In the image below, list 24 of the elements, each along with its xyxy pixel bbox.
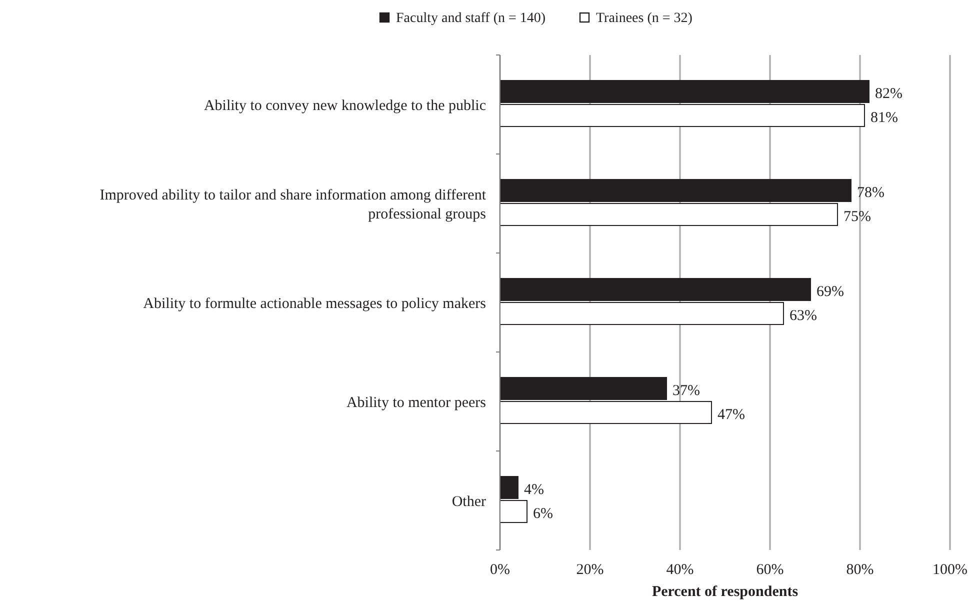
y-tick-label: Ability to mentor peers (346, 394, 486, 411)
data-label: 75% (844, 208, 871, 225)
x-axis-title: Percent of respondents (652, 584, 798, 600)
legend-label: Faculty and staff (n = 140) (396, 11, 546, 26)
y-tick-label: Improved ability to tailor and share information among different professional groups (100, 187, 487, 222)
x-tick-label: 60% (756, 562, 784, 578)
data-label: 69% (816, 284, 844, 300)
x-tick-label: 100% (932, 562, 968, 578)
y-tick-label: Ability to convey new knowledge to the public (204, 98, 486, 114)
data-label: 81% (870, 110, 898, 126)
data-label: 37% (672, 382, 700, 399)
legend-label: Trainees (n = 32) (596, 11, 693, 26)
x-tick-label: 40% (666, 562, 694, 578)
y-tick-label: Other (452, 494, 486, 510)
x-tick-label: 20% (576, 562, 604, 578)
data-label: 6% (533, 506, 553, 522)
x-tick-label: 80% (846, 562, 874, 578)
data-label: 47% (718, 406, 745, 423)
data-label: 78% (857, 184, 884, 201)
y-tick-label: Ability to formulte actionable messages to policy makers (143, 296, 486, 312)
data-label: 4% (524, 482, 544, 498)
x-tick-label: 0% (490, 562, 510, 578)
data-label: 63% (790, 308, 817, 324)
data-label: 82% (875, 86, 902, 102)
